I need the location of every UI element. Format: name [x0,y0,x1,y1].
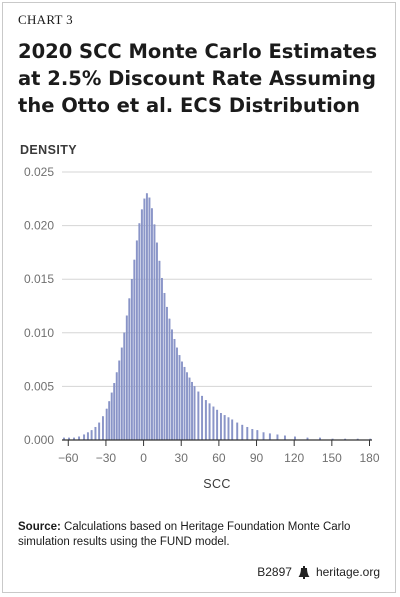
chart-frame [2,2,396,593]
histogram-bar [193,386,196,441]
histogram-bar [183,366,186,441]
histogram-bar [113,383,116,441]
x-axis-title: SCC [203,477,231,491]
histogram-bar [163,292,166,441]
y-tick-label: 0.015 [24,272,54,286]
histogram-bar [219,413,222,441]
histogram-bar [204,400,207,441]
histogram-bar [166,306,168,441]
histogram-bar [160,277,163,441]
histogram-bar [212,406,215,441]
histogram-bar [251,429,254,441]
histogram-bar [181,361,183,441]
x-tick-marks [67,440,370,446]
histogram-chart: DENSITY 0.000 0.005 0.010 0.015 0.020 0.025 −… [20,143,380,491]
histogram-bar [216,409,219,441]
x-tick-label: 120 [284,451,304,465]
histogram-bar [276,434,279,441]
histogram-bar [130,279,133,441]
histogram-bar [262,432,265,441]
source-note: Source: Calculations based on Heritage F… [18,520,380,550]
x-tick-label: 180 [359,451,379,465]
histogram-bar [158,260,161,441]
histogram-bar [283,435,286,441]
footer: B2897 heritage.org [257,565,380,579]
y-tick-labels: 0.000 0.005 0.010 0.015 0.020 0.025 [24,165,54,447]
histogram-bar [268,433,271,441]
histogram-bar [191,381,193,441]
histogram-bar [173,339,176,441]
x-tick-label: 30 [175,451,189,465]
source-label: Source: [18,521,61,533]
x-tick-label: 60 [212,451,226,465]
chart-number-label: CHART 3 [18,12,73,27]
histogram-bar [153,224,156,441]
report-code: B2897 [257,565,292,579]
histogram-bar [140,209,143,441]
histogram-bar [223,415,226,441]
x-tick-label: 0 [140,451,147,465]
histogram-bar [145,193,148,441]
histogram-bar [90,430,93,441]
histogram-bar [188,377,191,441]
y-tick-label: 0.000 [24,433,54,447]
histogram-bar [102,416,104,441]
liberty-bell-icon [298,565,310,579]
histogram-bar [123,332,126,441]
histogram-bar [125,315,128,441]
histogram-bars [63,193,372,441]
histogram-bar [98,422,101,441]
histogram-bar [178,355,181,441]
x-tick-label: −30 [96,451,117,465]
histogram-bar [94,426,97,441]
histogram-bar [246,426,249,441]
histogram-bar [86,432,89,441]
chart-title: 2020 SCC Monte Carlo Estimates at 2.5% D… [18,40,378,117]
histogram-bar [83,434,86,441]
histogram-bar [168,318,171,441]
histogram-bar [110,392,113,441]
y-tick-label: 0.020 [24,219,54,233]
histogram-bar [148,197,151,441]
histogram-bar [256,430,259,441]
histogram-bar [115,372,118,441]
y-tick-label: 0.005 [24,379,54,393]
histogram-bar [241,424,244,441]
histogram-bar [208,403,211,441]
y-tick-label: 0.025 [24,165,54,179]
x-tick-labels: −60 −30 0 30 60 90 120 150 180 [58,451,380,465]
y-axis-title: DENSITY [20,143,77,157]
histogram-bar [155,242,158,441]
source-text: Calculations based on Heritage Foundatio… [18,521,351,548]
histogram-bar [176,347,178,441]
histogram-bar [133,259,136,441]
histogram-bar [118,360,121,441]
histogram-bar [201,395,204,441]
histogram-bar [171,329,173,441]
histogram-bar [143,198,146,441]
histogram-bar [227,417,230,441]
site-link[interactable]: heritage.org [315,565,380,579]
histogram-bar [108,401,111,441]
histogram-bar [197,391,200,441]
histogram-bar [120,347,123,441]
histogram-bar [150,208,153,441]
x-tick-label: 90 [250,451,264,465]
histogram-bar [138,223,141,441]
x-tick-label: −60 [58,451,79,465]
y-gridlines [62,171,372,387]
x-tick-label: 150 [322,451,342,465]
histogram-bar [236,422,239,441]
histogram-bar [186,372,188,441]
y-tick-label: 0.010 [24,326,54,340]
histogram-bar [231,419,234,441]
histogram-bar [105,408,108,441]
histogram-bar [135,240,138,441]
histogram-bar [128,298,131,441]
